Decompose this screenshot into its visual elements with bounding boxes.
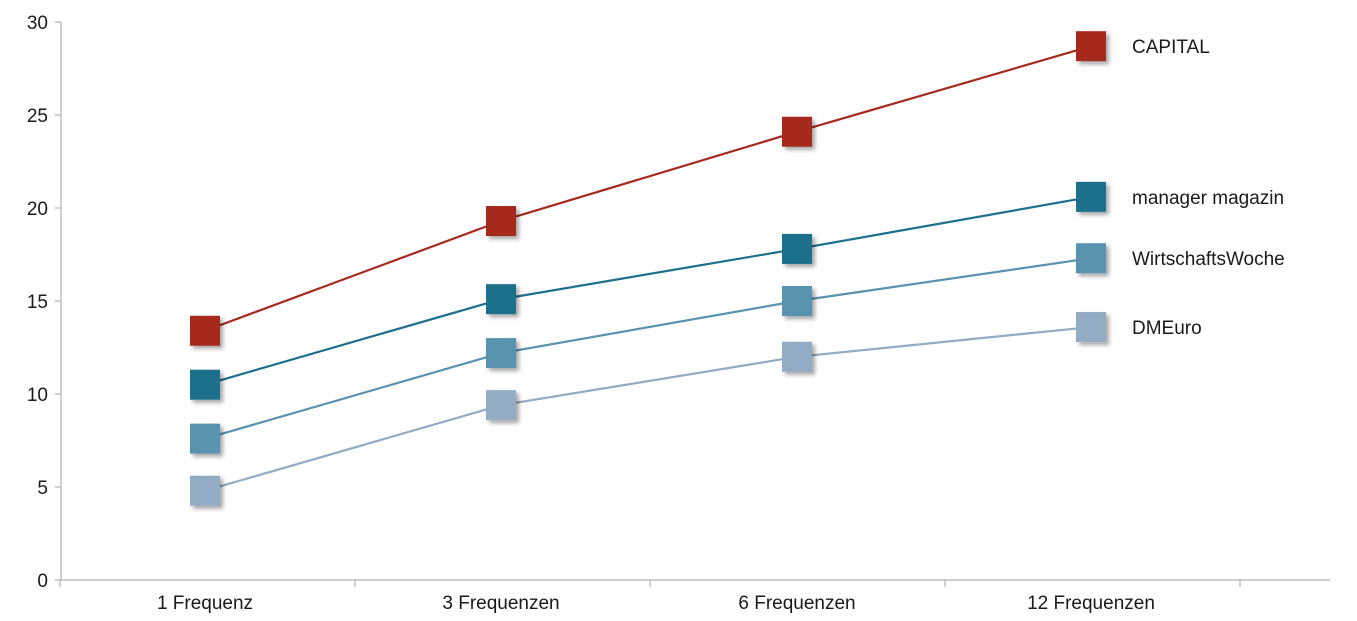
- axes: 0 5 10 15 20 25 30 1 Frequenz 3 Frequenzen 6 Freq…: [27, 13, 1330, 614]
- data-point-marker: [782, 341, 812, 372]
- series-line: [204, 195, 1092, 386]
- data-point-marker: [782, 233, 812, 264]
- y-tick-label: 30: [27, 13, 48, 34]
- series-label: CAPITAL: [1132, 37, 1210, 58]
- labels: CAPITAL manager magazin WirtschaftsWoche DM…: [1132, 37, 1285, 339]
- data-point-marker: [1076, 312, 1106, 343]
- series-line: [204, 325, 1092, 492]
- series-line: [204, 257, 1092, 440]
- data-point-marker: [486, 206, 516, 237]
- data-point-marker: [190, 423, 220, 454]
- x-tick-label: 3 Frequenzen: [442, 593, 559, 614]
- data-point-marker: [782, 286, 812, 316]
- data-point-marker: [1076, 243, 1106, 274]
- series-label: WirtschaftsWoche: [1132, 249, 1285, 270]
- series-label: DMEuro: [1132, 318, 1202, 339]
- x-tick-label: 6 Frequenzen: [738, 593, 855, 614]
- y-tick-label: 20: [27, 199, 48, 220]
- y-tick-label: 15: [27, 292, 48, 313]
- series-line: [204, 45, 1092, 332]
- data-point-marker: [486, 390, 516, 421]
- y-tick-label: 10: [27, 385, 48, 406]
- data-point-marker: [1076, 181, 1106, 212]
- y-tick-label: 5: [37, 478, 48, 499]
- series-label: manager magazin: [1132, 188, 1284, 209]
- y-tick-label: 25: [27, 106, 48, 127]
- data-point-marker: [486, 284, 516, 315]
- series-lines: [204, 45, 1092, 492]
- series-markers: [190, 31, 1106, 506]
- data-point-marker: [190, 369, 220, 400]
- data-point-marker: [190, 475, 220, 506]
- y-tick-label: 0: [37, 571, 48, 592]
- data-point-marker: [782, 116, 812, 147]
- x-tick-label: 12 Frequenzen: [1027, 593, 1155, 614]
- x-tick-label: 1 Frequenz: [157, 593, 253, 614]
- data-point-marker: [190, 315, 220, 346]
- data-point-marker: [486, 338, 516, 369]
- data-point-marker: [1076, 31, 1106, 62]
